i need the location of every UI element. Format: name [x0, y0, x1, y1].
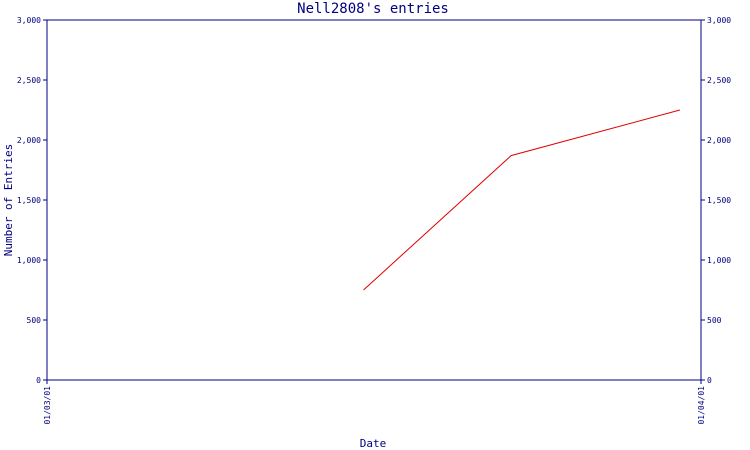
y-tick-label-right: 3,000: [707, 16, 731, 25]
y-tick-label-left: 3,000: [17, 16, 41, 25]
plot-area-frame: [46, 19, 702, 381]
series-line: [363, 109, 681, 291]
y-tick-label-left: 500: [27, 316, 42, 325]
y-tick-label-right: 1,500: [707, 196, 731, 205]
series-layer: [363, 109, 681, 291]
y-tick-label-left: 2,500: [17, 76, 41, 85]
y-axis-left: 0 500 1,000 1,500 2,000 2,500 3,000: [17, 16, 47, 385]
y-tick-label-right: 500: [707, 316, 722, 325]
x-axis-label: Date: [360, 437, 387, 450]
y-tick-label-right: 1,000: [707, 256, 731, 265]
chart-title: Nell2808's entries: [297, 1, 449, 17]
y-tick-label-left: 0: [36, 376, 41, 385]
y-tick-label-right: 2,500: [707, 76, 731, 85]
x-tick-label: 01/04/01: [697, 386, 706, 425]
y-tick-label-left: 1,500: [17, 196, 41, 205]
y-axis-right: 0 500 1,000 1,500 2,000 2,500 3,000: [701, 16, 731, 385]
y-tick-label-right: 0: [707, 376, 712, 385]
y-tick-label-left: 1,000: [17, 256, 41, 265]
y-axis-label: Number of Entries: [2, 144, 15, 257]
x-tick-label: 01/03/01: [43, 386, 52, 425]
y-tick-label-right: 2,000: [707, 136, 731, 145]
y-tick-label-left: 2,000: [17, 136, 41, 145]
x-axis: 01/03/01 01/04/01: [43, 380, 706, 425]
